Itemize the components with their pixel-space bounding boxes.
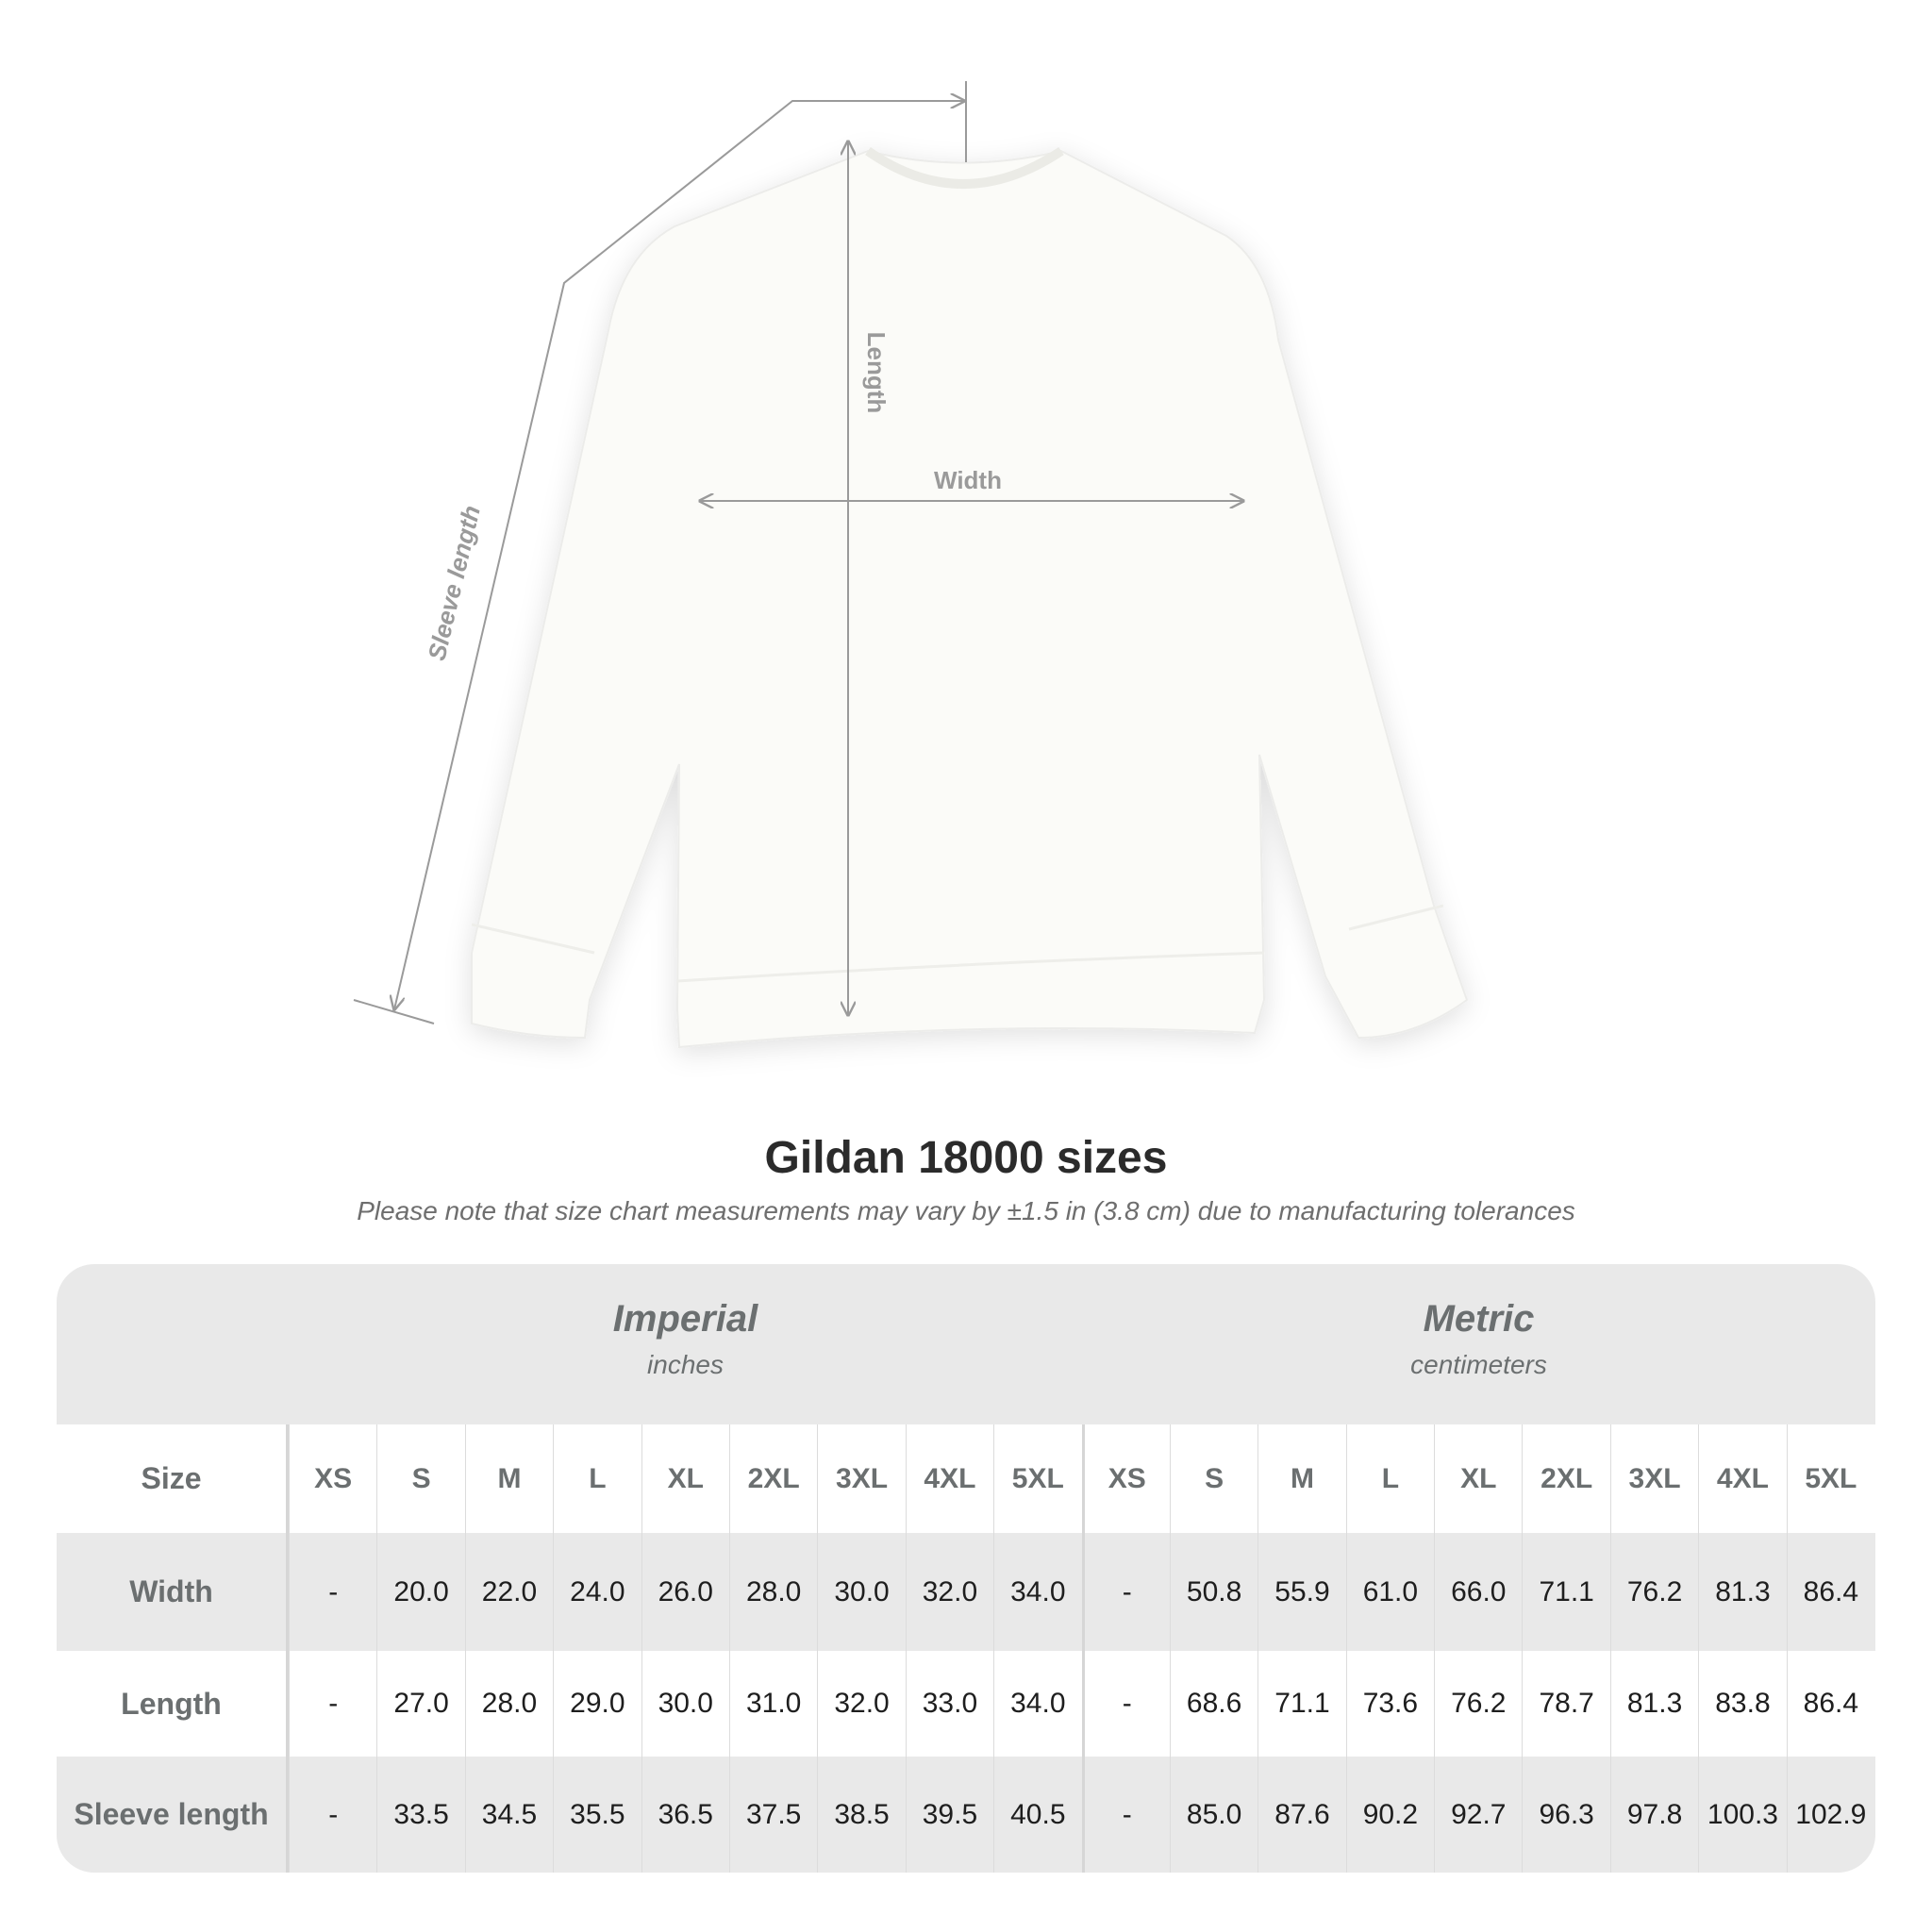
- chart-title: Gildan 18000 sizes: [764, 1133, 1168, 1183]
- imperial-value-cell: 36.5: [641, 1757, 729, 1873]
- imperial-size-header: 3XL: [817, 1424, 905, 1533]
- length-label: Length: [862, 332, 891, 414]
- metric-size-header: 4XL: [1698, 1424, 1786, 1533]
- imperial-value-cell: 32.0: [817, 1651, 905, 1757]
- metric-value-cell: -: [1081, 1757, 1170, 1873]
- metric-size-header: S: [1169, 1424, 1257, 1533]
- metric-value-cell: 86.4: [1786, 1651, 1874, 1757]
- metric-size-header: 2XL: [1522, 1424, 1609, 1533]
- imperial-value-cell: 29.0: [553, 1651, 641, 1757]
- metric-value-cell: 55.9: [1257, 1533, 1345, 1651]
- imperial-value-cell: 35.5: [553, 1757, 641, 1873]
- metric-value-cell: 100.3: [1698, 1757, 1786, 1873]
- imperial-unit: inches: [647, 1350, 724, 1379]
- metric-value-cell: 61.0: [1345, 1533, 1434, 1651]
- sweatshirt-diagram: Length Width Sleeve length: [353, 81, 1469, 1049]
- metric-value-cell: 81.3: [1609, 1651, 1698, 1757]
- table-row-length: Length -27.0 28.0 29.0 30.0 31.0 32.0 33.0 34.0-…: [57, 1651, 1875, 1757]
- imperial-value-cell: -: [289, 1533, 376, 1651]
- metric-value-cell: 87.6: [1257, 1757, 1345, 1873]
- imperial-value-cell: -: [289, 1757, 376, 1873]
- imperial-value-cell: 28.0: [728, 1533, 817, 1651]
- imperial-value-cell: 38.5: [817, 1757, 905, 1873]
- table-row-sleeve-length: Sleeve length -33.5 34.5 35.5 36.5 37.5 38.5 39…: [57, 1757, 1875, 1873]
- row-label: Sleeve length: [57, 1757, 289, 1873]
- imperial-size-header: M: [464, 1424, 553, 1533]
- metric-value-cell: 71.1: [1522, 1533, 1609, 1651]
- row-label: Width: [57, 1533, 289, 1651]
- metric-value-cell: 71.1: [1257, 1651, 1345, 1757]
- metric-value-cell: 78.7: [1522, 1651, 1609, 1757]
- imperial-size-header: 5XL: [993, 1424, 1081, 1533]
- width-label: Width: [934, 466, 1002, 494]
- imperial-value-cell: 32.0: [905, 1533, 993, 1651]
- imperial-value-cell: 20.0: [376, 1533, 464, 1651]
- sleeve-line: [394, 101, 964, 1009]
- imperial-value-cell: 34.0: [993, 1533, 1081, 1651]
- tolerance-note: Please note that size chart measurements…: [357, 1196, 1575, 1225]
- metric-size-header: M: [1257, 1424, 1345, 1533]
- sleeve-length-label: Sleeve length: [422, 503, 485, 663]
- imperial-size-header: 2XL: [728, 1424, 817, 1533]
- size-header-row: Size XS S M L XL 2XL 3XL 4XL 5XL XS S M L XL 2XL 3XL 4XL 5…: [57, 1424, 1875, 1533]
- metric-value-cell: 92.7: [1434, 1757, 1522, 1873]
- metric-value-cell: 76.2: [1609, 1533, 1698, 1651]
- metric-value-cell: -: [1081, 1651, 1170, 1757]
- imperial-value-cell: 28.0: [464, 1651, 553, 1757]
- metric-value-cell: 85.0: [1169, 1757, 1257, 1873]
- imperial-title: Imperial: [612, 1298, 758, 1340]
- metric-size-header: XL: [1434, 1424, 1522, 1533]
- size-table: Imperial inches Metric centimeters Size X…: [57, 1264, 1875, 1873]
- sweatshirt-image: [471, 146, 1469, 1049]
- metric-header: Metric centimeters: [1082, 1264, 1875, 1424]
- row-label: Length: [57, 1651, 289, 1757]
- metric-value-cell: 102.9: [1786, 1757, 1874, 1873]
- imperial-value-cell: 34.0: [993, 1651, 1081, 1757]
- metric-unit: centimeters: [1410, 1350, 1547, 1379]
- metric-size-header: L: [1345, 1424, 1434, 1533]
- metric-value-cell: 81.3: [1698, 1533, 1786, 1651]
- imperial-value-cell: 22.0: [464, 1533, 553, 1651]
- metric-value-cell: 50.8: [1169, 1533, 1257, 1651]
- sleeve-bottom-tick: [353, 999, 435, 1024]
- imperial-value-cell: 31.0: [728, 1651, 817, 1757]
- imperial-value-cell: 33.0: [905, 1651, 993, 1757]
- metric-value-cell: 66.0: [1434, 1533, 1522, 1651]
- metric-size-header: 3XL: [1609, 1424, 1698, 1533]
- imperial-value-cell: 33.5: [376, 1757, 464, 1873]
- imperial-value-cell: 34.5: [464, 1757, 553, 1873]
- imperial-size-header: S: [376, 1424, 464, 1533]
- metric-size-header: XS: [1081, 1424, 1170, 1533]
- imperial-size-header: XL: [641, 1424, 729, 1533]
- metric-value-cell: 68.6: [1169, 1651, 1257, 1757]
- imperial-value-cell: 24.0: [553, 1533, 641, 1651]
- imperial-value-cell: 27.0: [376, 1651, 464, 1757]
- metric-value-cell: 73.6: [1345, 1651, 1434, 1757]
- metric-title: Metric: [1423, 1298, 1535, 1340]
- imperial-value-cell: 37.5: [728, 1757, 817, 1873]
- metric-value-cell: -: [1081, 1533, 1170, 1651]
- metric-value-cell: 83.8: [1698, 1651, 1786, 1757]
- metric-value-cell: 96.3: [1522, 1757, 1609, 1873]
- metric-value-cell: 90.2: [1345, 1757, 1434, 1873]
- imperial-value-cell: 30.0: [817, 1533, 905, 1651]
- imperial-size-header: 4XL: [905, 1424, 993, 1533]
- imperial-value-cell: -: [289, 1651, 376, 1757]
- imperial-value-cell: 26.0: [641, 1533, 729, 1651]
- table-row-width: Width -20.0 22.0 24.0 26.0 28.0 30.0 32.0 34.0-5…: [57, 1533, 1875, 1651]
- row-label: Size: [57, 1424, 289, 1533]
- imperial-header: Imperial inches: [289, 1264, 1082, 1424]
- imperial-value-cell: 39.5: [905, 1757, 993, 1873]
- metric-value-cell: 86.4: [1786, 1533, 1874, 1651]
- imperial-size-header: L: [553, 1424, 641, 1533]
- imperial-value-cell: 30.0: [641, 1651, 729, 1757]
- metric-value-cell: 97.8: [1609, 1757, 1698, 1873]
- imperial-value-cell: 40.5: [993, 1757, 1081, 1873]
- metric-size-header: 5XL: [1786, 1424, 1874, 1533]
- imperial-size-header: XS: [289, 1424, 376, 1533]
- metric-value-cell: 76.2: [1434, 1651, 1522, 1757]
